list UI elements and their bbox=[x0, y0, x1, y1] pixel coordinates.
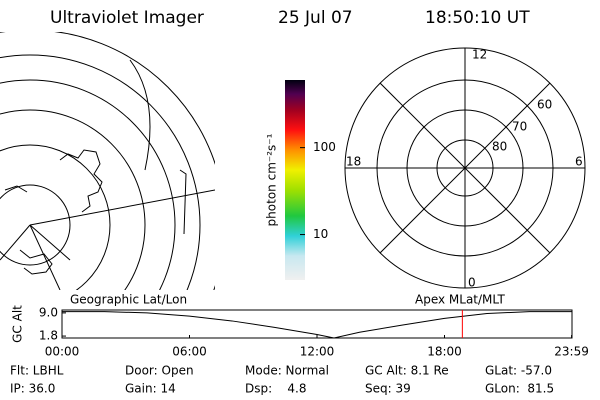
info-field: GLat: -57.0 bbox=[485, 364, 552, 378]
colorbar-label: photon cm⁻²s⁻¹ bbox=[265, 133, 279, 226]
lat-label: 70 bbox=[512, 120, 527, 134]
colorbar bbox=[285, 80, 305, 280]
y-tick-label: 9.0 bbox=[39, 305, 58, 319]
info-field: Seq: 39 bbox=[365, 382, 411, 396]
time: 18:50:10 UT bbox=[425, 8, 530, 28]
date: 25 Jul 07 bbox=[278, 8, 353, 28]
info-field: IP: 36.0 bbox=[10, 382, 55, 396]
y-axis-label: GC Alt bbox=[11, 305, 25, 343]
x-tick-label: 23:59 bbox=[554, 345, 589, 359]
altitude-line bbox=[62, 311, 572, 339]
colorbar-tick-label: 100 bbox=[313, 140, 336, 154]
lat-label: 60 bbox=[537, 98, 552, 112]
info-field: Door: Open bbox=[125, 364, 194, 378]
x-tick-label: 06:00 bbox=[172, 345, 207, 359]
x-tick-label: 12:00 bbox=[300, 345, 335, 359]
info-field: Mode: Normal bbox=[245, 364, 329, 378]
colorbar-tick-label: 10 bbox=[313, 227, 328, 241]
mlt-label: 6 bbox=[575, 155, 583, 169]
info-field: Gain: 14 bbox=[125, 382, 176, 396]
x-tick-label: 18:00 bbox=[427, 345, 462, 359]
y-tick-label: 1.8 bbox=[39, 329, 58, 343]
title: Ultraviolet Imager bbox=[50, 8, 204, 28]
mlt-label: 0 bbox=[468, 276, 476, 290]
lat-label: 80 bbox=[492, 140, 507, 154]
x-tick-label: 00:00 bbox=[45, 345, 80, 359]
map bbox=[0, 32, 215, 290]
info-field: GLon: 81.5 bbox=[485, 382, 554, 396]
polar-grid bbox=[344, 47, 586, 289]
info-field: GC Alt: 8.1 Re bbox=[365, 364, 449, 378]
info-field: Dsp: 4.8 bbox=[245, 382, 307, 396]
mlt-label: 12 bbox=[472, 48, 487, 62]
plot-left-label: Geographic Lat/Lon bbox=[70, 293, 187, 307]
plot-right-label: Apex MLat/MLT bbox=[415, 293, 505, 307]
mlt-label: 18 bbox=[346, 155, 361, 169]
plot-frame bbox=[61, 309, 573, 339]
info-field: Flt: LBHL bbox=[10, 364, 64, 378]
